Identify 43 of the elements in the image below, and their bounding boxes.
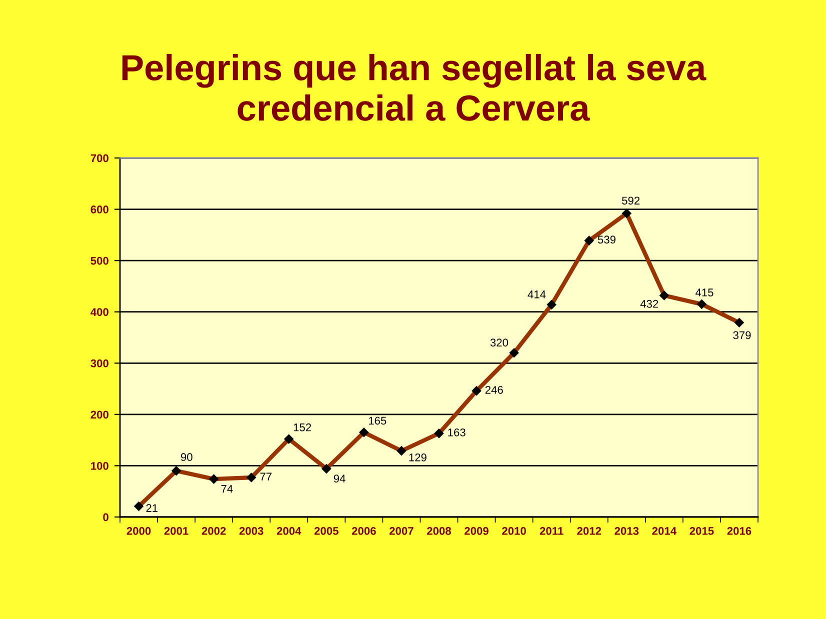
y-tick-label: 500 <box>90 256 108 265</box>
data-label: 74 <box>221 485 233 493</box>
data-label: 163 <box>448 428 466 436</box>
y-tick-label: 700 <box>90 154 108 162</box>
data-label: 414 <box>528 290 546 298</box>
data-label: 90 <box>180 453 192 462</box>
x-tick-label: 2013 <box>614 527 639 535</box>
y-tick-label: 200 <box>90 410 108 419</box>
chart-title: Pelegrins que han segellat la seva credencial a Cervera <box>122 54 706 121</box>
data-label: 77 <box>260 472 272 480</box>
x-tick-label: 2002 <box>202 527 226 535</box>
y-tick-label: 0 <box>103 513 108 522</box>
x-tick-label: 2012 <box>577 527 602 535</box>
data-label: 592 <box>622 196 640 205</box>
x-tick-label: 2014 <box>652 527 676 535</box>
x-tick-label: 2003 <box>239 527 264 535</box>
data-label: 165 <box>368 416 386 425</box>
x-tick-label: 2007 <box>390 527 414 535</box>
data-label: 129 <box>409 454 426 462</box>
data-label: 415 <box>695 288 714 296</box>
x-tick-label: 2008 <box>427 527 452 535</box>
x-tick-label: 2004 <box>276 527 302 535</box>
x-tick-label: 2015 <box>690 527 714 535</box>
data-label: 246 <box>485 386 503 394</box>
data-label: 379 <box>733 331 751 340</box>
x-tick-label: 2010 <box>502 527 526 535</box>
y-tick-label: 400 <box>90 308 108 316</box>
data-label: 152 <box>294 423 312 432</box>
x-tick-label: 2009 <box>464 527 488 535</box>
data-label: 21 <box>146 504 158 512</box>
data-label: 432 <box>640 300 658 308</box>
y-tick-label: 100 <box>91 462 108 470</box>
x-tick-label: 2016 <box>727 527 752 535</box>
y-tick-label: 600 <box>90 206 108 214</box>
x-tick-label: 2000 <box>126 527 151 535</box>
x-tick-label: 2006 <box>352 527 376 535</box>
data-label: 320 <box>490 338 508 347</box>
data-label: 539 <box>598 236 616 244</box>
x-tick-label: 2001 <box>164 527 188 535</box>
y-tick-label: 300 <box>90 359 108 368</box>
x-tick-label: 2011 <box>540 527 564 535</box>
x-tick-label: 2005 <box>314 527 338 535</box>
data-label: 94 <box>334 474 346 483</box>
